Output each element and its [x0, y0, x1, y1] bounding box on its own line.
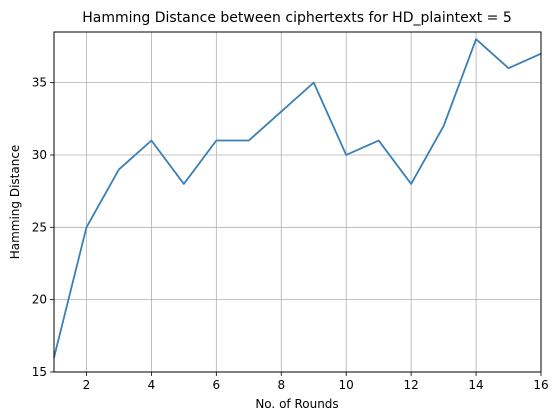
y-tick-label: 35	[32, 76, 47, 90]
y-tick-label: 30	[32, 148, 47, 162]
y-tick-label: 15	[32, 365, 47, 379]
series-line	[54, 39, 541, 357]
y-tick-label: 20	[32, 293, 47, 307]
x-axis-label: No. of Rounds	[255, 397, 338, 411]
y-axis-ticks: 15 20 25 30 35	[32, 76, 54, 379]
x-tick-label: 8	[277, 378, 285, 392]
y-axis-label: Hamming Distance	[8, 145, 22, 260]
x-tick-label: 10	[339, 378, 354, 392]
y-tick-label: 25	[32, 220, 47, 234]
x-tick-label: 16	[533, 378, 548, 392]
series-lines	[54, 39, 541, 357]
x-tick-label: 6	[213, 378, 221, 392]
x-axis-ticks: 2 4 6 8 10 12 14 16	[83, 372, 549, 392]
x-tick-label: 14	[468, 378, 483, 392]
grid-lines	[54, 32, 541, 372]
chart-title: Hamming Distance between ciphertexts for…	[82, 10, 512, 26]
x-tick-label: 2	[83, 378, 91, 392]
x-tick-label: 12	[403, 378, 418, 392]
x-tick-label: 4	[148, 378, 156, 392]
